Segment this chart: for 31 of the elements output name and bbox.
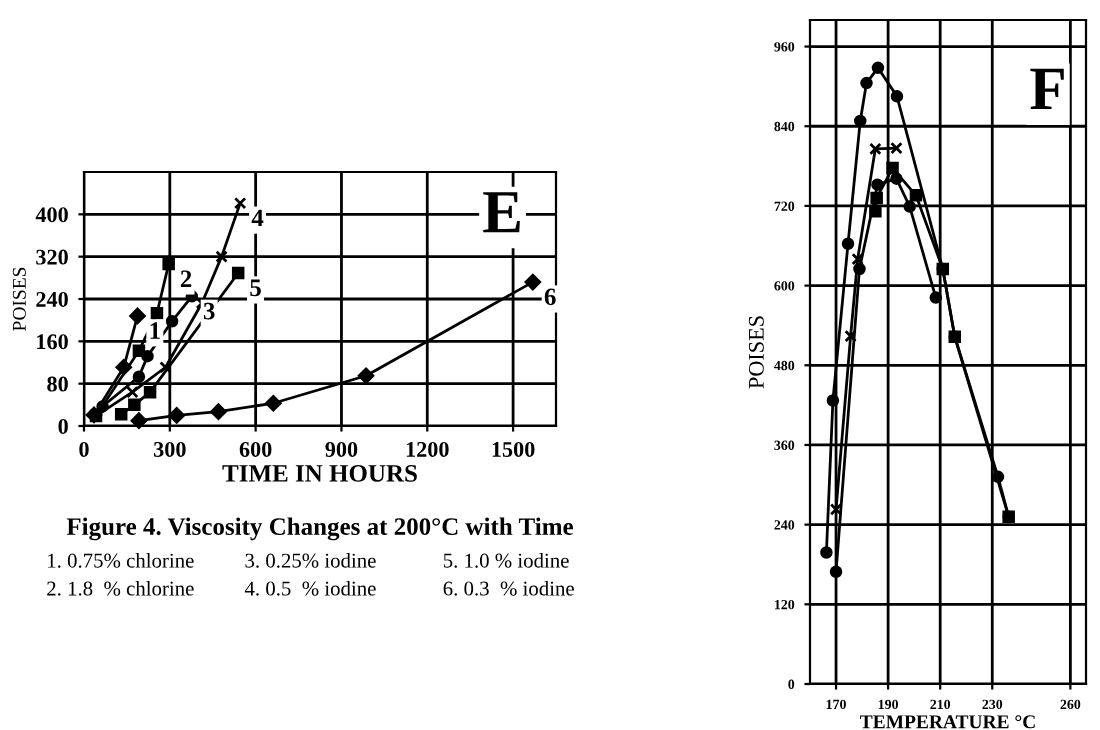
y-tick-label: 320 [36,249,68,265]
series-label: 6 [544,288,556,306]
y-tick-label: 80 [47,376,68,392]
text: 3. 0.25% iodine [245,553,376,568]
text: 4. 0.5 % iodine [244,580,376,596]
series-label: 5 [250,279,261,297]
text: 6. 0.3 % iodine [443,580,574,596]
y-axis-title: POISES [748,316,764,389]
series-label: 4 [251,209,264,227]
x-tick-label: 600 [239,441,272,457]
series-label: 3 [203,302,215,320]
x-axis-title: TEMPERATURE °C [860,715,1035,729]
y-tick-label: 160 [37,334,68,350]
text: 1. 0.75% chlorine [48,553,194,568]
x-tick-label: 900 [325,441,358,457]
y-tick-label: 240 [36,291,68,307]
caption: Figure 4. Viscosity Changes at 200°C with Time [66,517,573,541]
x-tick-label: 1200 [406,441,449,457]
x-tick-label: 300 [153,441,186,457]
x-tick-label: 0 [79,441,89,457]
y-axis-title: POISES [12,267,26,331]
x-tick-label: 1500 [492,441,535,457]
y-tick-label: 400 [35,207,68,223]
y-tick-label: 0 [58,418,68,434]
text: 2. 1.8 % chlorine [47,580,194,596]
text: F [1030,68,1064,109]
x-axis-title: TIME IN HOURS [222,465,417,482]
chart-title: E [483,192,520,233]
text: 5. 1.0 % iodine [443,553,569,568]
series-label: 2 [180,270,192,287]
series-label: 1 [150,322,160,339]
